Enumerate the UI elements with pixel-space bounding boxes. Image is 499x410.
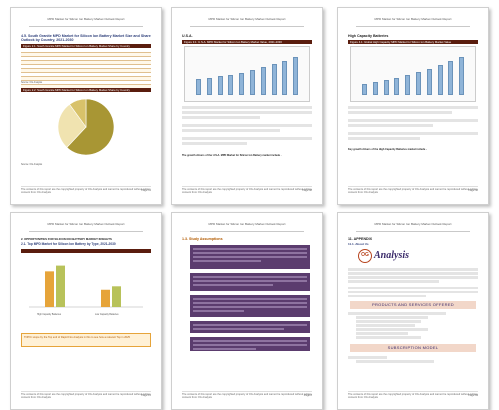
og-logo-circle: OG	[358, 249, 372, 263]
chart-bar	[45, 271, 54, 307]
page-footer: The contents of this report are the copy…	[182, 186, 312, 200]
chart-bar	[459, 56, 465, 95]
page-header: MPD Market for Silicon Ion Battery Marke…	[190, 14, 304, 27]
page-number: Page 46	[468, 189, 478, 192]
body-text	[348, 106, 478, 140]
page-number: Page 99	[468, 394, 478, 397]
chart-bar	[228, 74, 234, 95]
footer-note: The contents of this report are the copy…	[182, 393, 312, 400]
pie-slice	[66, 98, 115, 156]
products-banner: PRODUCTS AND SERVICES OFFERED	[350, 301, 476, 309]
chart-bar	[394, 77, 400, 95]
report-page-2: MPD Market for Silicon Ion Battery Marke…	[171, 7, 323, 205]
page-header: MPD Market for Silicon Ion Battery Marke…	[356, 219, 470, 232]
chart-bar	[260, 67, 266, 95]
source-note: Source: OG Analysis	[21, 82, 43, 84]
table-title: Figure 2.1: South Granite MPD Market for…	[21, 44, 151, 48]
chart-bar	[249, 70, 255, 95]
page-header: MPD Market for Silicon Ion Battery Marke…	[29, 219, 143, 232]
chart-bar	[361, 83, 367, 95]
section-title: 11. APPENDIX	[348, 237, 373, 241]
og-logo-text: Analysis	[374, 250, 410, 261]
section-title: High Capacity Batteries	[348, 34, 389, 38]
callout-text: TOPIC scope by the Top end of Rapid Fire…	[24, 336, 130, 339]
page-header: MPD Market for Silicon Ion Battery Marke…	[29, 14, 143, 27]
footer-note: The contents of this report are the copy…	[348, 393, 478, 400]
chart-bar	[112, 286, 121, 307]
chart-bar	[206, 78, 212, 95]
page-number: Page 8	[303, 394, 312, 397]
page-number: Page 31	[141, 189, 151, 192]
assumption-box-4	[190, 321, 310, 333]
page-header: MPD Market for Silicon Ion Battery Marke…	[356, 14, 470, 27]
chart-bar	[282, 60, 288, 95]
legend-high-capacity: High Capacity Batteries	[37, 314, 62, 316]
bar-chart	[184, 46, 310, 102]
page-number: Page 38	[302, 189, 312, 192]
body-text	[182, 106, 312, 145]
chart-bar	[415, 72, 421, 95]
subscription-list	[348, 356, 478, 363]
page-footer: The contents of this report are the copy…	[21, 391, 151, 405]
about-text	[348, 268, 478, 297]
og-analysis-logo: OG Analysis	[358, 249, 438, 263]
chart-bar	[448, 61, 454, 95]
callout-box: TOPIC scope by the Top end of Rapid Fire…	[21, 333, 151, 347]
section-title: 1.3. Study Assumptions	[182, 237, 223, 241]
chart-header	[21, 249, 151, 253]
chart-title: Figure 4.1: Global High Capacity MPD Mar…	[348, 40, 478, 44]
chart-bar	[437, 65, 443, 95]
footer-note: The contents of this report are the copy…	[348, 188, 478, 195]
pie-chart	[57, 98, 115, 156]
chart-bar	[271, 64, 277, 95]
chart-bar	[101, 289, 110, 307]
chart-bar	[383, 80, 389, 95]
page-footer: The contents of this report are the copy…	[21, 186, 151, 200]
pie-slice	[69, 98, 87, 128]
assumption-box-3	[190, 295, 310, 317]
chart-bar	[293, 56, 299, 95]
assumption-box-2	[190, 273, 310, 291]
footer-note: The contents of this report are the copy…	[21, 188, 151, 195]
chart-bar	[239, 72, 245, 95]
subscription-banner: SUBSCRIPTION MODEL	[350, 344, 476, 352]
chart-bar	[217, 76, 223, 95]
footer-note: The contents of this report are the copy…	[182, 188, 312, 195]
report-page-5: MPD Market for Silicon Ion Battery Marke…	[171, 212, 323, 410]
growth-line: Key growth drivers of the High Capacity …	[348, 148, 427, 151]
chart-bar	[405, 75, 411, 95]
bar-chart	[350, 46, 476, 102]
pie-slice	[57, 103, 87, 148]
pie-title: Figure 2.2: South Granite MPD Market for…	[21, 88, 151, 92]
report-page-4: MPD Market for Silicon Ion Battery Marke…	[10, 212, 162, 410]
chart-bar	[195, 79, 201, 95]
sub-title: 2.1. Top MPD Market for Silicon Ion Batt…	[21, 242, 116, 246]
legend-low-capacity: Low Capacity Batteries	[95, 314, 119, 316]
report-page-3: MPD Market for Silicon Ion Battery Marke…	[337, 7, 489, 205]
grouped-bar-chart	[29, 265, 143, 308]
page-footer: The contents of this report are the copy…	[182, 391, 312, 405]
chart-bar	[372, 82, 378, 95]
assumption-box-5	[190, 337, 310, 351]
report-page-1: MPD Market for Silicon Ion Battery Marke…	[10, 7, 162, 205]
chart-title: Figure 3.1: U.S.A. MPD Market for Silico…	[182, 40, 312, 44]
chart-bar	[426, 68, 432, 95]
og-logo-letters: OG	[361, 252, 369, 258]
section-title: 2. OPPORTUNITIES FOR SILICON ION BATTERY…	[21, 237, 112, 241]
footer-note: The contents of this report are the copy…	[21, 393, 151, 400]
data-table	[21, 49, 151, 89]
assumption-box-1	[190, 245, 310, 269]
products-list	[348, 312, 478, 339]
sub-title: 11.1. About Us	[348, 242, 369, 246]
growth-line: The growth drivers of the U.S.A. MPD Mar…	[182, 154, 282, 157]
page-footer: The contents of this report are the copy…	[348, 391, 478, 405]
section-title: 4.5. South Granite MPD Market for Silico…	[21, 34, 151, 42]
report-page-6: MPD Market for Silicon Ion Battery Marke…	[337, 212, 489, 410]
section-title: U.S.A.	[182, 34, 193, 38]
page-footer: The contents of this report are the copy…	[348, 186, 478, 200]
page-number: Page 15	[141, 394, 151, 397]
source-note: Source: OG Analysis	[21, 164, 43, 166]
chart-bar	[56, 265, 65, 307]
page-header: MPD Market for Silicon Ion Battery Marke…	[190, 219, 304, 232]
